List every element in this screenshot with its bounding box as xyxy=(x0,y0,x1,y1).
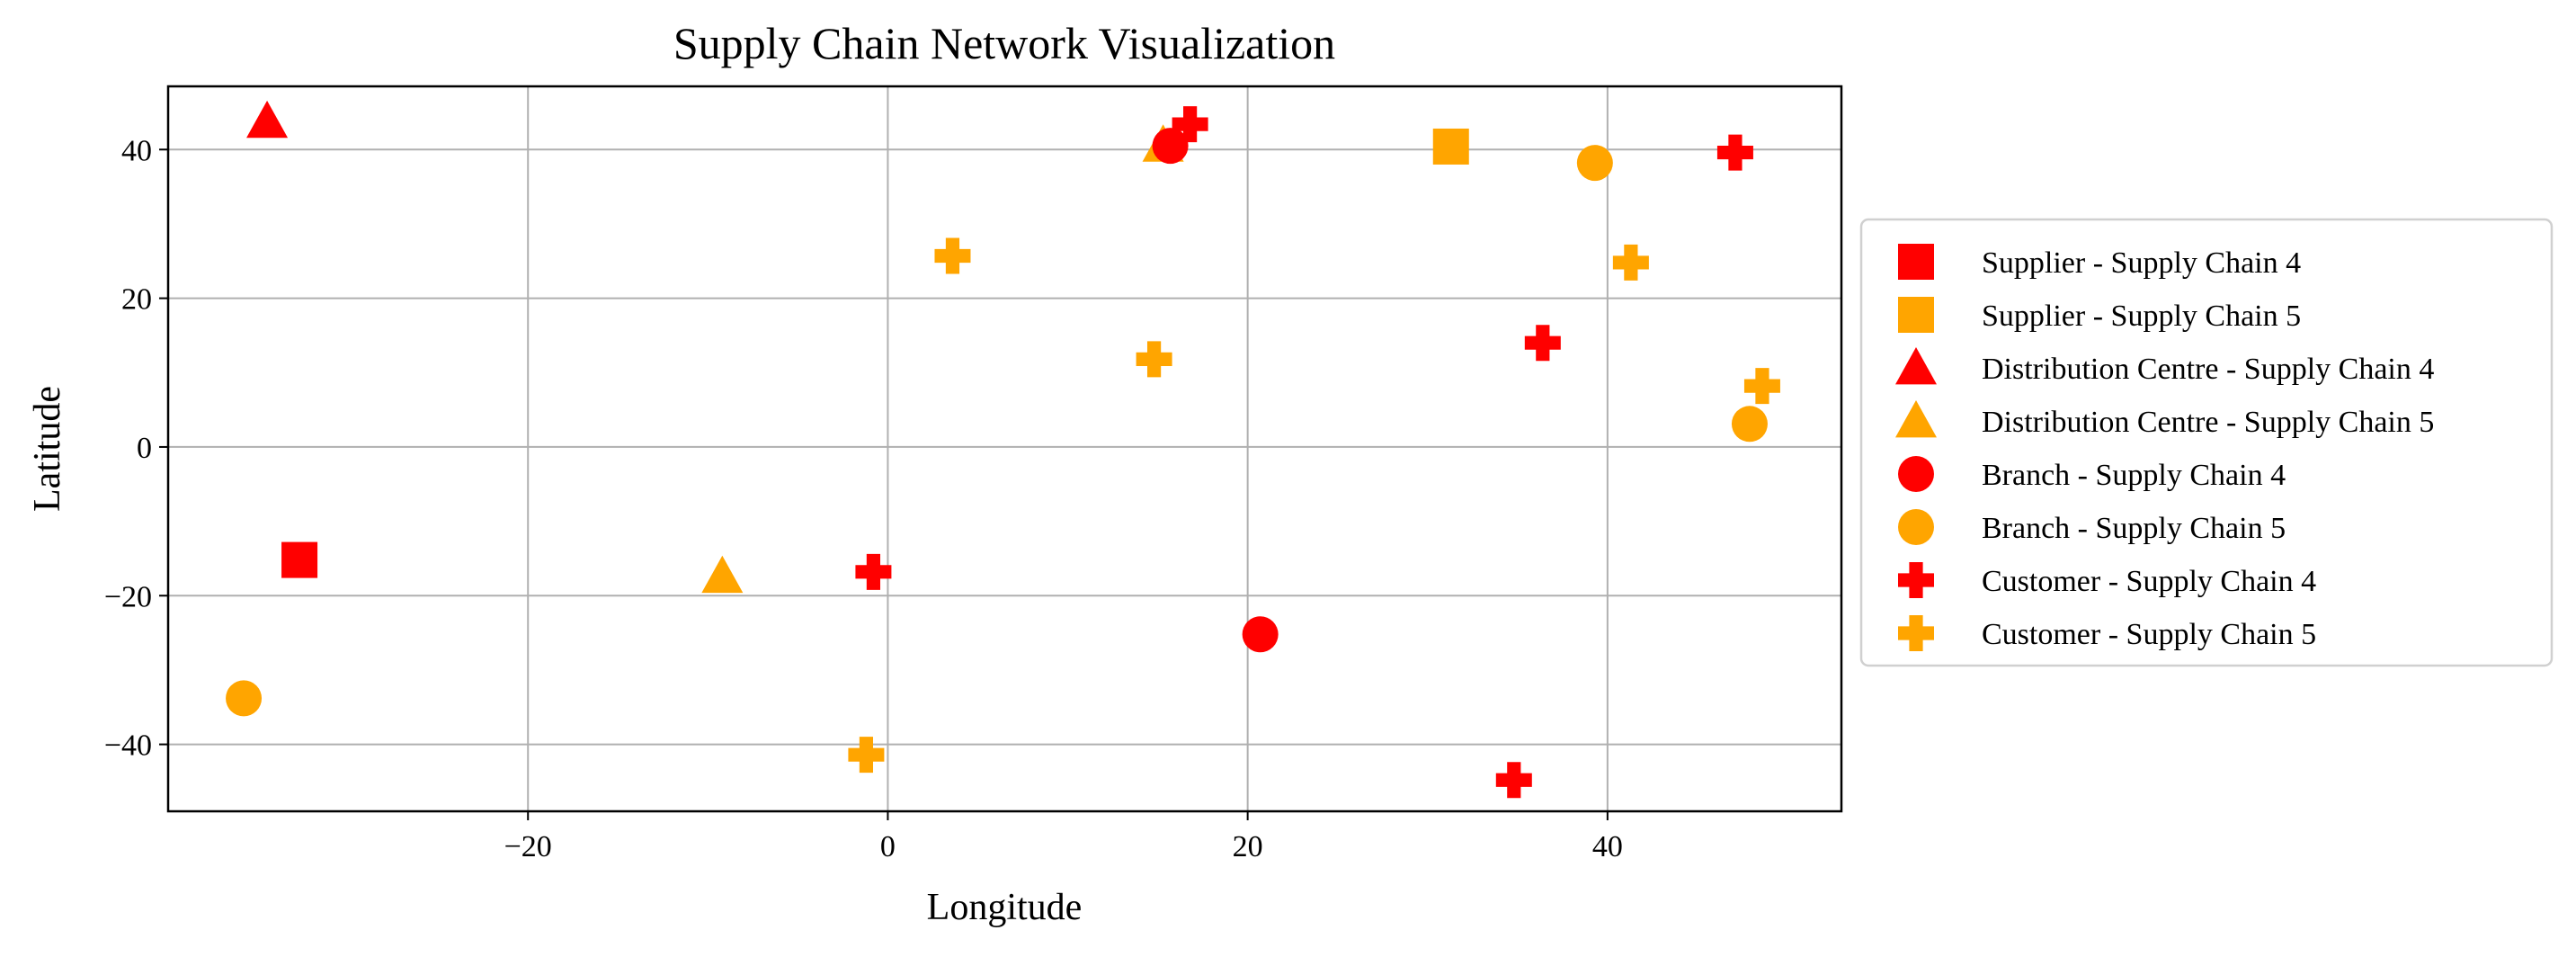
data-point xyxy=(281,541,318,578)
axis-ticks: −20 0 20 40 −40 −20 0 20 40 xyxy=(104,134,1623,863)
data-point xyxy=(934,237,971,274)
legend-label: Supplier - Supply Chain 4 xyxy=(1982,246,2301,280)
legend-frame xyxy=(1859,218,2554,667)
legend-marker xyxy=(1895,400,1937,438)
y-axis-label: Latitude xyxy=(27,386,68,512)
y-tick-label: 40 xyxy=(121,134,152,167)
y-tick-label: 0 xyxy=(137,432,152,465)
y-tick-label: −20 xyxy=(104,580,152,613)
legend-marker xyxy=(1898,456,1934,492)
data-point xyxy=(1172,106,1208,143)
legend-marker xyxy=(1895,347,1937,385)
legend-label: Branch - Supply Chain 5 xyxy=(1982,512,2286,545)
y-tick-label: 20 xyxy=(121,283,152,317)
legend-label: Customer - Supply Chain 5 xyxy=(1982,618,2316,651)
legend-label: Branch - Supply Chain 4 xyxy=(1982,459,2286,492)
legend-label: Customer - Supply Chain 4 xyxy=(1982,565,2316,598)
y-tick-label: −40 xyxy=(104,729,152,763)
x-tick-label: −20 xyxy=(504,830,552,863)
data-point xyxy=(1716,134,1753,171)
data-point xyxy=(701,555,744,594)
legend-label: Distribution Centre - Supply Chain 5 xyxy=(1982,406,2434,439)
data-point xyxy=(1495,762,1532,799)
plot-area-frame xyxy=(166,85,1843,813)
legend-label: Supplier - Supply Chain 5 xyxy=(1982,300,2301,333)
grid-lines xyxy=(168,86,1841,811)
x-tick-label: 0 xyxy=(880,830,896,863)
data-point xyxy=(1432,128,1469,165)
data-point xyxy=(246,100,289,139)
data-point xyxy=(1152,128,1189,165)
data-point xyxy=(1576,145,1613,182)
data-point xyxy=(1743,368,1780,405)
legend: Supplier - Supply Chain 4 Supplier - Supp… xyxy=(1859,218,2554,667)
x-tick-label: 20 xyxy=(1233,830,1263,863)
legend-marker xyxy=(1898,615,1934,651)
legend-marker xyxy=(1898,562,1934,598)
data-point xyxy=(855,553,892,590)
x-tick-label: 40 xyxy=(1592,830,1623,863)
legend-marker xyxy=(1898,297,1934,333)
legend-marker xyxy=(1898,509,1934,545)
data-point xyxy=(1136,341,1172,378)
data-point xyxy=(1242,616,1279,653)
data-point xyxy=(1731,406,1768,443)
data-point xyxy=(848,737,885,774)
data-point xyxy=(1524,325,1561,362)
chart-title: Supply Chain Network Visualization xyxy=(673,18,1335,68)
data-points xyxy=(226,100,1780,799)
data-point xyxy=(1612,244,1649,281)
x-axis-label: Longitude xyxy=(927,887,1083,928)
legend-label: Distribution Centre - Supply Chain 4 xyxy=(1982,353,2434,386)
data-point xyxy=(226,680,263,717)
legend-marker xyxy=(1898,244,1934,280)
